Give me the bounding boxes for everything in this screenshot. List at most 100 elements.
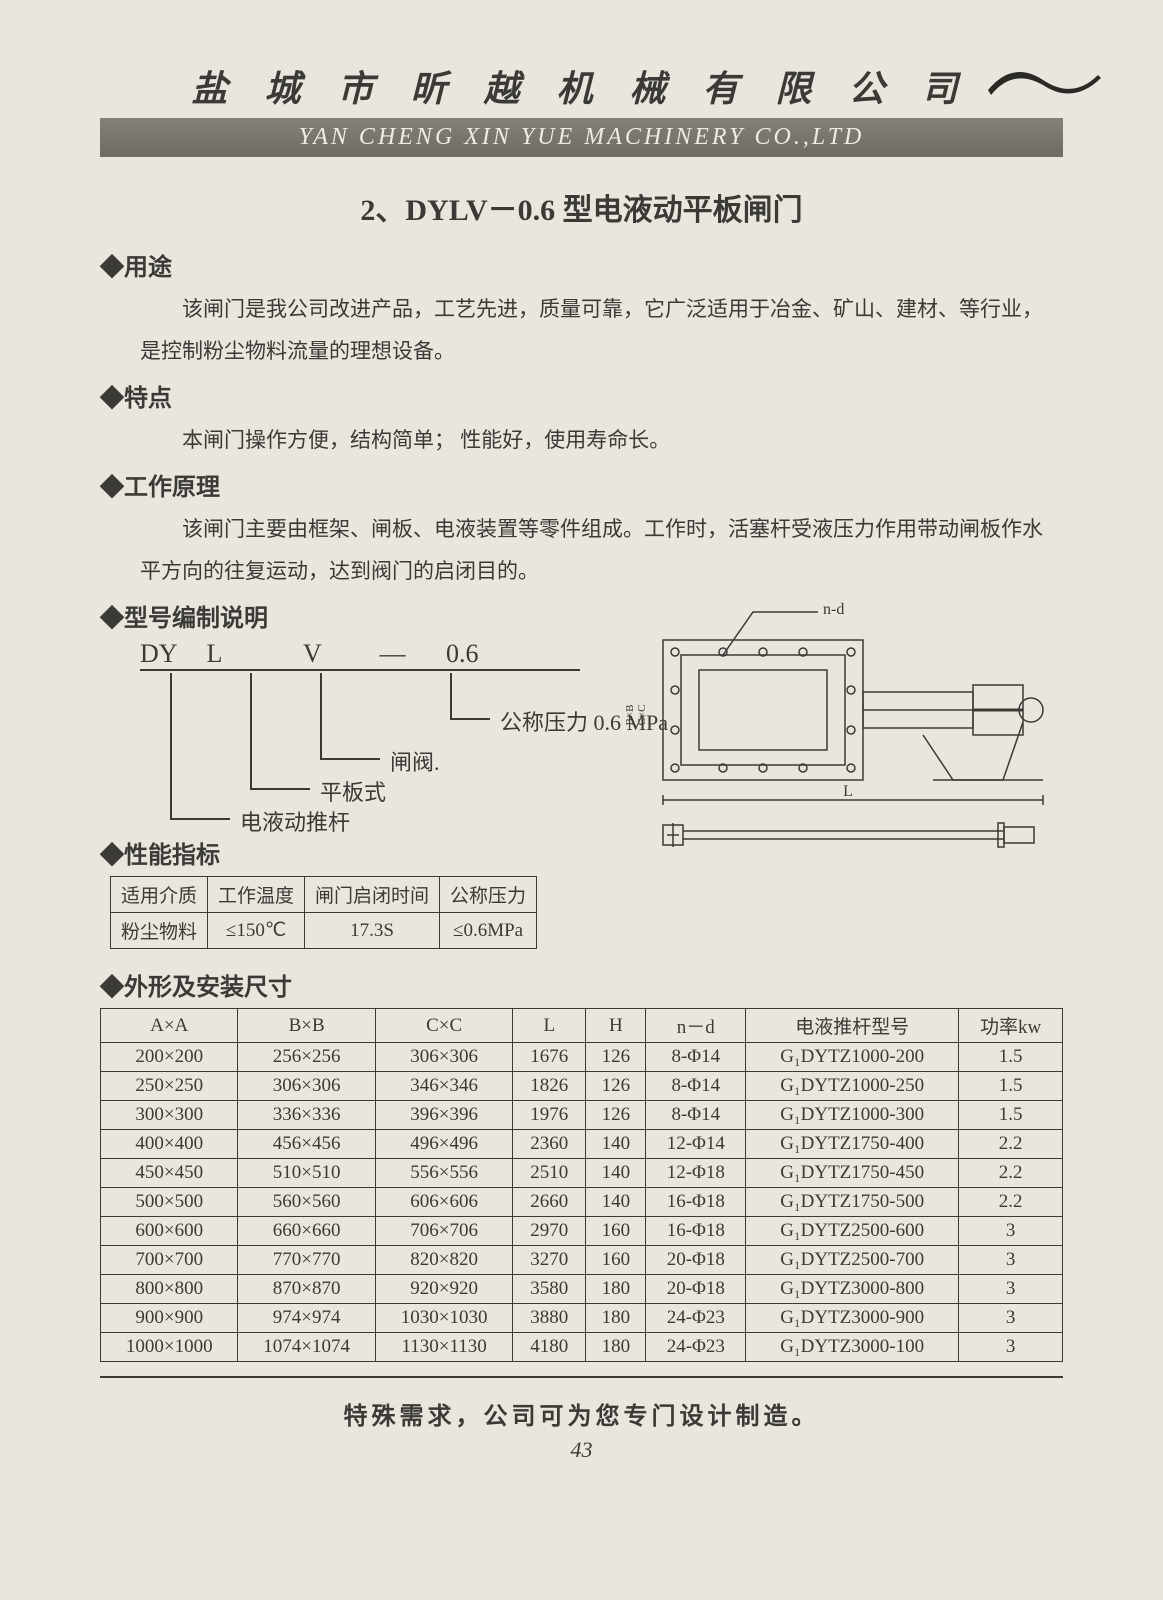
table-cell: 900×900 (101, 1304, 238, 1333)
table-cell: 8-Φ14 (646, 1043, 746, 1072)
table-cell: 450×450 (101, 1159, 238, 1188)
table-cell: 3 (959, 1275, 1063, 1304)
table-cell: G₁DYTZ1000-200 (746, 1043, 959, 1072)
table-cell: 2.2 (959, 1130, 1063, 1159)
table-cell: 180 (586, 1275, 646, 1304)
table-cell: G₁DYTZ1750-400 (746, 1130, 959, 1159)
model-part: DY (140, 639, 200, 669)
table-cell: 306×306 (238, 1072, 375, 1101)
table-cell: 16-Φ18 (646, 1217, 746, 1246)
table-cell: G₁DYTZ2500-700 (746, 1246, 959, 1275)
model-label: 闸阀. (390, 745, 440, 777)
table-cell: 560×560 (238, 1188, 375, 1217)
table-cell: 496×496 (375, 1130, 512, 1159)
table-cell: 140 (586, 1159, 646, 1188)
table-header-cell: A×A (101, 1009, 238, 1043)
technical-drawing: n-d L C×C B×B A×A (623, 600, 1063, 860)
table-header-row: A×AB×BC×CLHn－d电液推杆型号功率kw (101, 1009, 1063, 1043)
heading-dimensions: ◆外形及安装尺寸 (100, 967, 1063, 1002)
table-cell: 2970 (513, 1217, 586, 1246)
svg-text:B×B: B×B (624, 705, 636, 726)
company-name-cn: 盐 城 市 昕 越 机 械 有 限 公 司 (100, 60, 1063, 112)
table-row: 400×400456×456496×496236014012-Φ14G₁DYTZ… (101, 1130, 1063, 1159)
table-cell: 8-Φ14 (646, 1072, 746, 1101)
table-cell: G₁DYTZ2500-600 (746, 1217, 959, 1246)
table-cell: G₁DYTZ1750-450 (746, 1159, 959, 1188)
table-cell: 3580 (513, 1275, 586, 1304)
table-cell: G₁DYTZ1000-300 (746, 1101, 959, 1130)
table-cell: 3880 (513, 1304, 586, 1333)
table-cell: 1.5 (959, 1072, 1063, 1101)
table-cell: 1074×1074 (238, 1333, 375, 1362)
table-cell: 4180 (513, 1333, 586, 1362)
svg-text:A×A: A×A (623, 704, 624, 726)
table-cell: 160 (586, 1217, 646, 1246)
table-row: 800×800870×870920×920358018020-Φ18G₁DYTZ… (101, 1275, 1063, 1304)
table-cell: ≤0.6MPa (440, 913, 537, 949)
table-cell: 500×500 (101, 1188, 238, 1217)
table-cell: 700×700 (101, 1246, 238, 1275)
table-cell: 17.3S (305, 913, 440, 949)
svg-text:C×C: C×C (636, 705, 648, 726)
page-header: 盐 城 市 昕 越 机 械 有 限 公 司 YAN CHENG XIN YUE … (100, 60, 1063, 155)
para-working-principle: 该闸门主要由框架、闸板、电液装置等零件组成。工作时，活塞杆受液压力作用带动闸板作… (140, 508, 1063, 592)
table-cell: 256×256 (238, 1043, 375, 1072)
table-cell: 1826 (513, 1072, 586, 1101)
table-cell: 800×800 (101, 1275, 238, 1304)
table-header-cell: n－d (646, 1009, 746, 1043)
table-cell: 510×510 (238, 1159, 375, 1188)
model-part: V (303, 639, 373, 669)
table-cell: 3 (959, 1246, 1063, 1275)
table-row: 粉尘物料 ≤150℃ 17.3S ≤0.6MPa (111, 913, 537, 949)
company-name-en: YAN CHENG XIN YUE MACHINERY CO.,LTD (100, 118, 1063, 157)
table-row: 适用介质 工作温度 闸门启闭时间 公称压力 (111, 877, 537, 913)
table-cell: 1976 (513, 1101, 586, 1130)
table-row: 500×500560×560606×606266014016-Φ18G₁DYTZ… (101, 1188, 1063, 1217)
table-cell: 公称压力 (440, 877, 537, 913)
table-cell: 400×400 (101, 1130, 238, 1159)
table-cell: ≤150℃ (208, 913, 305, 949)
table-cell: 3 (959, 1333, 1063, 1362)
table-cell: 1030×1030 (375, 1304, 512, 1333)
table-cell: 140 (586, 1188, 646, 1217)
table-cell: 600×600 (101, 1217, 238, 1246)
table-cell: 16-Φ18 (646, 1188, 746, 1217)
footer-note: 特殊需求，公司可为您专门设计制造。 (100, 1396, 1063, 1431)
table-cell: 20-Φ18 (646, 1275, 746, 1304)
table-cell: 12-Φ18 (646, 1159, 746, 1188)
table-cell: 180 (586, 1304, 646, 1333)
table-cell: 140 (586, 1130, 646, 1159)
heading-use: ◆用途 (100, 247, 1063, 282)
table-cell: 456×456 (238, 1130, 375, 1159)
table-header-cell: H (586, 1009, 646, 1043)
table-cell: 1130×1130 (375, 1333, 512, 1362)
table-cell: 396×396 (375, 1101, 512, 1130)
table-row: 250×250306×306346×34618261268-Φ14G₁DYTZ1… (101, 1072, 1063, 1101)
table-cell: 160 (586, 1246, 646, 1275)
table-row: 1000×10001074×10741130×1130418018024-Φ23… (101, 1333, 1063, 1362)
table-cell: 3 (959, 1304, 1063, 1333)
drawing-dim: L (843, 783, 853, 800)
drawing-label: n-d (823, 601, 844, 618)
table-cell: 3 (959, 1217, 1063, 1246)
table-cell: 3270 (513, 1246, 586, 1275)
table-cell: 336×336 (238, 1101, 375, 1130)
table-cell: G₁DYTZ3000-100 (746, 1333, 959, 1362)
table-cell: 2510 (513, 1159, 586, 1188)
model-part: 0.6 (446, 639, 479, 669)
table-cell: 306×306 (375, 1043, 512, 1072)
table-row: 600×600660×660706×706297016016-Φ18G₁DYTZ… (101, 1217, 1063, 1246)
para-features: 本闸门操作方便，结构简单； 性能好，使用寿命长。 (140, 419, 1063, 461)
table-header-cell: 电液推杆型号 (746, 1009, 959, 1043)
table-row: 700×700770×770820×820327016020-Φ18G₁DYTZ… (101, 1246, 1063, 1275)
table-cell: 1000×1000 (101, 1333, 238, 1362)
table-cell: G₁DYTZ3000-800 (746, 1275, 959, 1304)
table-cell: 1.5 (959, 1101, 1063, 1130)
table-cell: 8-Φ14 (646, 1101, 746, 1130)
table-header-cell: B×B (238, 1009, 375, 1043)
table-cell: 1676 (513, 1043, 586, 1072)
model-label: 平板式 (320, 775, 386, 807)
performance-table: 适用介质 工作温度 闸门启闭时间 公称压力 粉尘物料 ≤150℃ 17.3S ≤… (110, 876, 537, 949)
dimensions-table: A×AB×BC×CLHn－d电液推杆型号功率kw 200×200256×2563… (100, 1008, 1063, 1362)
table-cell: 770×770 (238, 1246, 375, 1275)
